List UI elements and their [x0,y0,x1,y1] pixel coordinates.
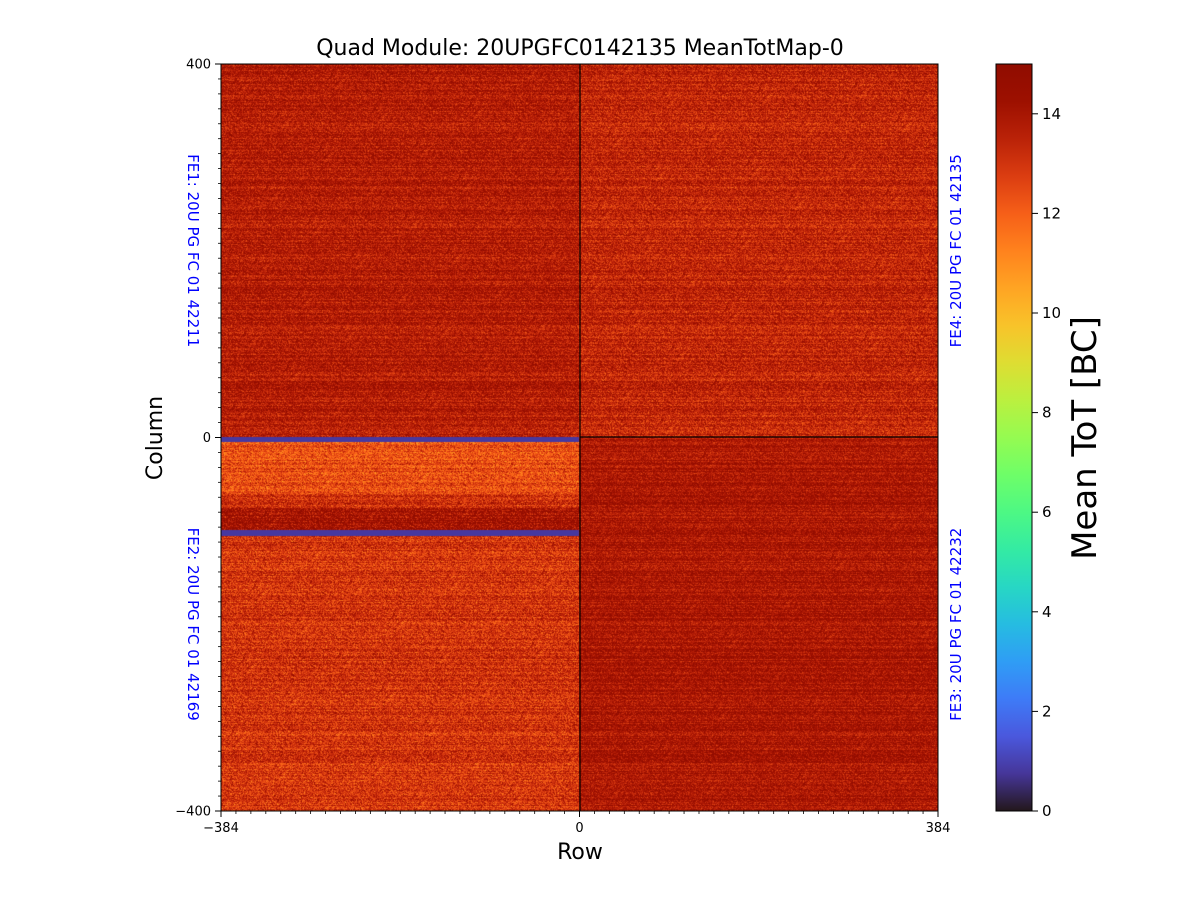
colorbar-tick-label: 12 [1042,204,1061,222]
chart-title: Quad Module: 20UPGFC0142135 MeanTotMap-0 [316,36,844,61]
fe-labels: FE1: 20U PG FC 01 42211 FE2: 20U PG FC 01… [184,154,965,721]
x-tick-label: 0 [575,821,583,836]
colorbar [995,63,1033,812]
colorbar-tick-label: 2 [1042,702,1052,720]
colorbar-tick-label: 6 [1042,503,1052,521]
colorbar-tick-label: 14 [1042,105,1061,123]
y-axis-label: Column [143,396,168,480]
x-axis-label: Row [557,840,603,865]
x-tick-label: 384 [926,821,951,836]
y-axis: 400 0 −400 [175,58,221,820]
colorbar-tick-label: 0 [1042,802,1052,820]
colorbar-label: Mean ToT [BC] [1065,316,1105,560]
x-axis: −384 0 384 [203,811,950,836]
fe-label-fe2: FE2: 20U PG FC 01 42169 [184,528,202,721]
y-tick-label: −400 [175,805,211,820]
fe-label-fe3: FE3: 20U PG FC 01 42232 [947,528,965,721]
fe-label-fe4: FE4: 20U PG FC 01 42135 [947,154,965,347]
colorbar-ticks: 0 2 4 6 8 10 12 14 [1032,105,1061,820]
y-tick-label: 400 [186,58,211,73]
y-tick-label: 0 [203,431,211,446]
fe-label-fe1: FE1: 20U PG FC 01 42211 [184,154,202,347]
x-tick-label: −384 [203,821,239,836]
colorbar-tick-label: 8 [1042,404,1052,422]
colorbar-tick-label: 10 [1042,304,1061,322]
colorbar-tick-label: 4 [1042,603,1052,621]
